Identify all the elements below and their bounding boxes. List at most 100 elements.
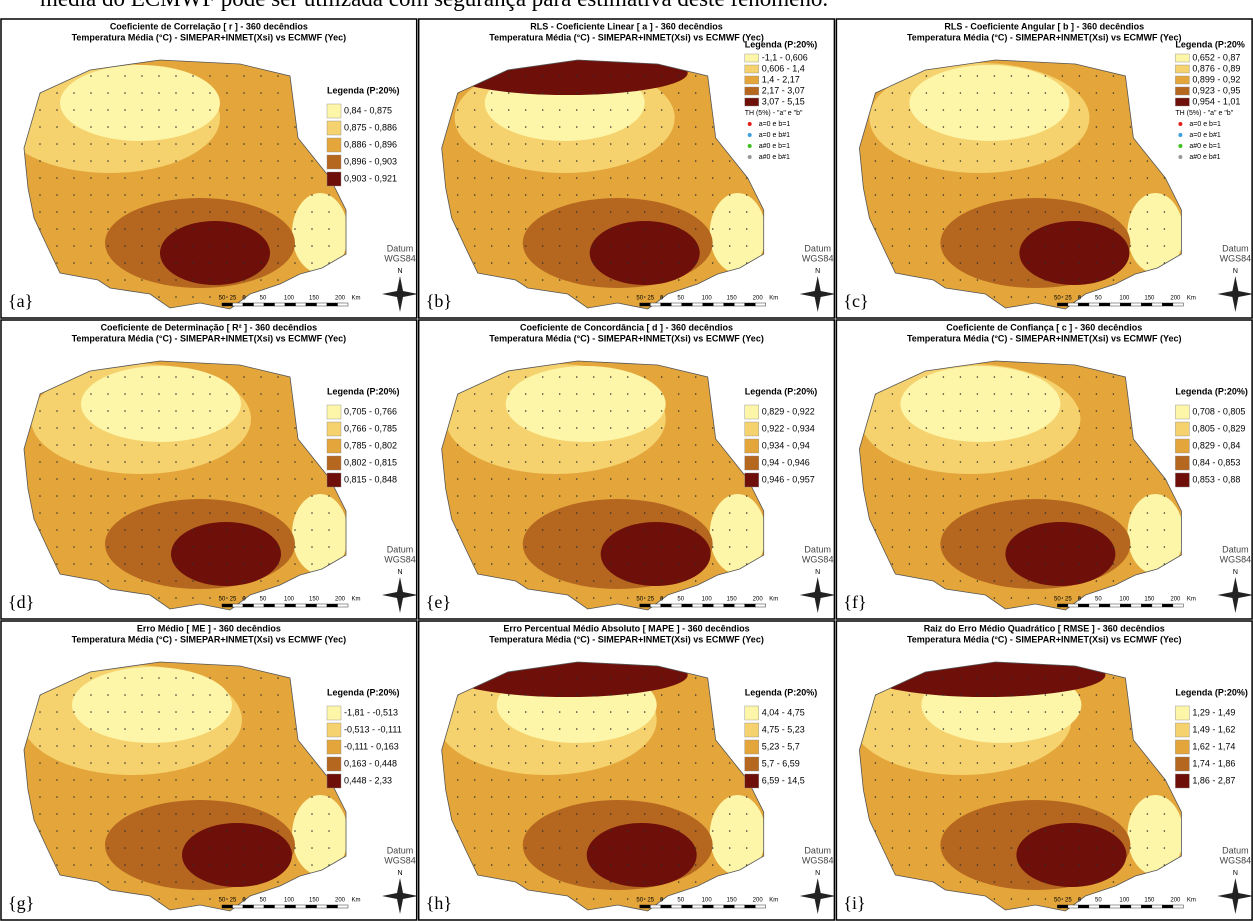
grid-point (661, 160, 663, 162)
grid-point (1028, 143, 1030, 145)
grid-point (678, 92, 680, 94)
grid-point (943, 694, 945, 696)
grid-point (175, 143, 177, 145)
grid-point (1028, 410, 1030, 412)
grid-point (1062, 393, 1064, 395)
grid-point (474, 410, 476, 412)
scale-label: 50 (1054, 898, 1061, 904)
grid-point (678, 580, 680, 582)
grid-point (943, 262, 945, 264)
grid-point (593, 881, 595, 883)
grid-point (525, 410, 527, 412)
grid-point (1147, 177, 1149, 179)
scale-bar (275, 604, 286, 607)
grid-point (508, 711, 510, 713)
grid-point (107, 444, 109, 446)
grid-point (943, 580, 945, 582)
grid-point (593, 495, 595, 497)
grid-point (1079, 109, 1081, 111)
scale-bar (222, 303, 233, 306)
grid-point (491, 228, 493, 230)
grid-point (192, 143, 194, 145)
grid-point (542, 677, 544, 679)
grid-point (73, 813, 75, 815)
grid-point (960, 461, 962, 463)
grid-point (610, 495, 612, 497)
grid-point (1113, 194, 1115, 196)
grid-point (474, 711, 476, 713)
grid-point (73, 478, 75, 480)
grid-point (277, 677, 279, 679)
grid-point (644, 847, 646, 849)
grid-point (977, 461, 979, 463)
grid-point (124, 376, 126, 378)
grid-point (158, 864, 160, 866)
grid-point (542, 711, 544, 713)
grid-point (943, 194, 945, 196)
grid-point (1096, 109, 1098, 111)
grid-point (474, 393, 476, 395)
grid-point (525, 677, 527, 679)
scale-bar (338, 604, 349, 607)
scale-bar (1131, 604, 1142, 607)
grid-point (90, 92, 92, 94)
grid-point (192, 444, 194, 446)
grid-point (209, 495, 211, 497)
grid-point (559, 546, 561, 548)
map-zone (900, 366, 1060, 442)
grid-point (277, 864, 279, 866)
grid-point (1045, 126, 1047, 128)
grid-point (661, 529, 663, 531)
grid-point (508, 728, 510, 730)
grid-point (746, 830, 748, 832)
grid-point (746, 813, 748, 815)
grid-point (994, 296, 996, 298)
scale-label: 150 (1144, 597, 1155, 603)
grid-point (525, 847, 527, 849)
grid-point (243, 796, 245, 798)
grid-point (294, 847, 296, 849)
grid-point (1011, 546, 1013, 548)
scale-bar (1068, 905, 1079, 908)
scale-bar (1110, 905, 1121, 908)
grid-point (175, 813, 177, 815)
grid-point (892, 563, 894, 565)
grid-point (90, 177, 92, 179)
grid-point (627, 796, 629, 798)
scale-label: 50 (677, 597, 684, 603)
scale-label: 150 (727, 296, 738, 302)
grid-point (243, 228, 245, 230)
grid-point (1045, 177, 1047, 179)
grid-point (1045, 597, 1047, 599)
grid-point (1062, 211, 1064, 213)
grid-point (695, 262, 697, 264)
scale-bar (296, 303, 307, 306)
marker-swatch (748, 144, 752, 148)
grid-point (1028, 745, 1030, 747)
grid-point (576, 512, 578, 514)
grid-point (1062, 864, 1064, 866)
grid-point (56, 228, 58, 230)
grid-point (1045, 898, 1047, 900)
grid-point (892, 512, 894, 514)
scale-label: 50 (636, 296, 643, 302)
grid-point (542, 279, 544, 281)
grid-point (559, 393, 561, 395)
grid-point (73, 745, 75, 747)
grid-point (243, 393, 245, 395)
legend-swatch (745, 473, 759, 487)
grid-point (542, 694, 544, 696)
grid-point (175, 563, 177, 565)
grid-point (661, 211, 663, 213)
scale-label: 200 (335, 296, 346, 302)
grid-point (943, 830, 945, 832)
grid-point (124, 245, 126, 247)
grid-point (627, 143, 629, 145)
grid-point (661, 444, 663, 446)
grid-point (576, 728, 578, 730)
grid-point (994, 393, 996, 395)
grid-point (90, 211, 92, 213)
grid-point (175, 512, 177, 514)
grid-point (209, 512, 211, 514)
grid-point (294, 461, 296, 463)
